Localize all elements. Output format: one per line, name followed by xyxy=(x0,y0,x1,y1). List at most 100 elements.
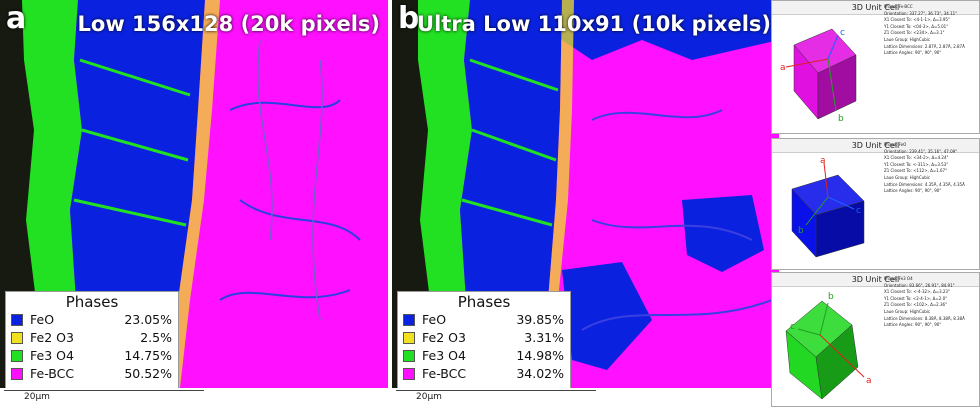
axis-c-arrow xyxy=(827,196,855,210)
phase-row: Fe-BCC 34.02% xyxy=(398,365,570,383)
info-line: Phase: Fe3 O4 xyxy=(884,276,913,281)
info-line: Lattice Angles: 90°, 90°, 90° xyxy=(884,188,942,194)
phase-row: Fe-BCC 50.52% xyxy=(6,365,178,383)
axis-a-label: a xyxy=(780,63,786,73)
info-line: X1 Closest To: <4-1-1>, Δ=3.95° xyxy=(884,17,950,23)
axis-a-label: a xyxy=(866,376,872,386)
phase-row: Fe3 O4 14.75% xyxy=(6,347,178,365)
phase-value: 14.75% xyxy=(124,348,172,363)
phase-name: FeO xyxy=(30,312,55,327)
phase-swatch xyxy=(403,314,415,326)
axis-a-label: a xyxy=(820,156,826,166)
info-line: Laue Group: HighCubic xyxy=(884,308,931,314)
info-line: Lattice Dimensions: 4.35Å, 4.35Å, 4.35Å xyxy=(884,181,965,187)
axis-b-label: b xyxy=(798,226,804,236)
phase-name: Fe2 O3 xyxy=(422,330,466,345)
phase-name: Fe-BCC xyxy=(30,366,75,381)
phase-name: Fe-BCC xyxy=(422,366,467,381)
scale-bar-label: 20μm xyxy=(416,392,442,402)
axis-c-label: c xyxy=(856,206,861,216)
axis-c-arrow xyxy=(797,328,821,336)
info-line: Y1 Closest To: <-311>, Δ=3.53° xyxy=(884,161,949,167)
unit-cell-title: 3D Unit Cell xyxy=(772,273,979,287)
phase-swatch xyxy=(403,332,415,344)
scale-bar-b: 20μm xyxy=(396,390,596,405)
phase-swatch xyxy=(403,350,415,362)
phase-name: FeO xyxy=(422,312,447,327)
unit-cell-info: Phase: FeO Orientation: 239.41°, 35.16°,… xyxy=(884,142,978,195)
info-line: Lattice Angles: 90°, 90°, 90° xyxy=(884,322,942,328)
phase-row: Fe2 O3 3.31% xyxy=(398,329,570,347)
cube-right-face xyxy=(815,200,865,258)
unit-cell-cube-icon: a b c xyxy=(780,28,857,124)
info-line: Z1 Closest To: <102>, Δ=2.36° xyxy=(884,302,948,308)
phase-row: FeO 39.85% xyxy=(398,311,570,329)
unit-cell-title: 3D Unit Cell xyxy=(772,139,979,153)
panel-letter-a: a xyxy=(6,1,27,36)
info-line: Laue Group: HighCubic xyxy=(884,36,931,42)
panel-title-b: Ultra Low 110x91 (10k pixels) xyxy=(417,12,771,36)
axis-b-arrow xyxy=(819,302,829,336)
panel-letter-b: b xyxy=(398,1,420,36)
phase-swatch xyxy=(403,368,415,380)
axis-c-arrow xyxy=(827,34,839,60)
phase-row: Fe2 O3 2.5% xyxy=(6,329,178,347)
unit-cell-panel-feo: 3D Unit Cell a b c Phase: FeO Orientatio… xyxy=(771,138,980,270)
info-line: X1 Closest To: <34-2>, Δ=4.24° xyxy=(884,155,949,161)
phase-value: 2.5% xyxy=(140,330,172,345)
info-line: Laue Group: HighCubic xyxy=(884,174,931,180)
phases-legend-title: Phases xyxy=(457,293,511,311)
phase-swatch xyxy=(11,314,23,326)
phase-row: FeO 23.05% xyxy=(6,311,178,329)
axis-b-label: b xyxy=(838,114,844,124)
info-line: Lattice Angles: 90°, 90°, 90° xyxy=(884,50,942,56)
phase-value: 50.52% xyxy=(124,366,172,381)
phase-value: 39.85% xyxy=(516,312,564,327)
info-line: Phase: Fe-BCC xyxy=(884,4,913,9)
scale-bar-line xyxy=(396,390,596,391)
phase-row: Fe3 O4 14.98% xyxy=(398,347,570,365)
info-line: Y1 Closest To: <2-4-1>, Δ=2.0° xyxy=(884,295,948,301)
axis-c-label: c xyxy=(790,322,795,332)
info-line: Z1 Closest To: <234>, Δ=3.1° xyxy=(884,30,945,36)
phases-legend-a: Phases FeO 23.05% Fe2 O3 2.5% Fe3 O4 14.75%… xyxy=(5,291,179,388)
unit-cell-panel-fe3o4: 3D Unit Cell a b c Phase: Fe3 O4 Orienta… xyxy=(771,272,980,407)
phase-map-panel-a: a Low 156x128 (20k pixels) Phases FeO 23.… xyxy=(0,0,388,388)
axis-c-label: c xyxy=(840,28,845,38)
unit-cell-title: 3D Unit Cell xyxy=(772,1,979,15)
unit-cell-cube-icon: a b c xyxy=(785,292,872,400)
phase-name: Fe3 O4 xyxy=(422,348,466,363)
unit-cell-info: Phase: Fe-BCC Orientation: 337.27°, 36.7… xyxy=(884,4,978,57)
phases-legend-b: Phases FeO 39.85% Fe2 O3 3.31% Fe3 O4 14.98… xyxy=(397,291,571,388)
info-line: Orientation: 239.41°, 35.16°, 47.09° xyxy=(884,148,958,154)
info-line: Lattice Dimensions: 2.87Å, 2.87Å, 2.87Å xyxy=(884,43,965,49)
scale-bar-label: 20μm xyxy=(24,392,50,402)
phase-map-panel-b: b Ultra Low 110x91 (10k pixels) Phases F… xyxy=(392,0,779,388)
scale-bar-a: 20μm xyxy=(4,390,204,405)
cube-right-face xyxy=(815,324,859,400)
phase-swatch xyxy=(11,368,23,380)
phase-value: 23.05% xyxy=(124,312,172,327)
panel-title-a: Low 156x128 (20k pixels) xyxy=(77,12,380,36)
unit-cell-info: Phase: Fe3 O4 Orientation: 83.66°, 26.91… xyxy=(884,276,978,329)
cube-right-face xyxy=(817,54,857,120)
info-line: Phase: FeO xyxy=(884,142,907,147)
phase-value: 14.98% xyxy=(516,348,564,363)
phases-legend-title: Phases xyxy=(65,293,119,311)
phase-name: Fe2 O3 xyxy=(30,330,74,345)
unit-cell-cube-icon: a b c xyxy=(791,156,865,258)
axis-b-arrow xyxy=(827,58,837,112)
info-line: Orientation: 83.66°, 26.91°, 84.91° xyxy=(884,282,955,288)
axis-a-arrow xyxy=(823,162,829,198)
axis-a-arrow xyxy=(819,334,865,378)
info-line: Y1 Closest To: <04-3>, Δ=5.01° xyxy=(884,23,949,29)
info-line: X1 Closest To: <-4-32>, Δ=3.23° xyxy=(884,289,950,295)
info-line: Lattice Dimensions: 8.38Å, 8.38Å, 8.38Å xyxy=(884,315,965,321)
axis-a-arrow xyxy=(785,58,829,68)
axis-b-label: b xyxy=(828,292,834,302)
phase-value: 3.31% xyxy=(524,330,564,345)
axis-b-arrow xyxy=(805,196,829,226)
unit-cell-panel-fe-bcc: 3D Unit Cell a b c Phase: Fe-BCC Orienta… xyxy=(771,0,980,134)
scale-bar-line xyxy=(4,390,204,391)
phase-value: 34.02% xyxy=(516,366,564,381)
